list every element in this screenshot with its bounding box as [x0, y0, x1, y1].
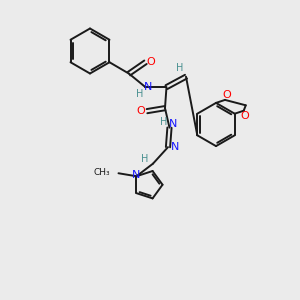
Text: H: H — [136, 89, 143, 99]
Text: N: N — [132, 170, 141, 180]
Text: H: H — [141, 154, 148, 164]
Text: N: N — [143, 82, 152, 92]
Text: O: O — [222, 89, 231, 100]
Text: H: H — [160, 117, 167, 127]
Text: O: O — [136, 106, 146, 116]
Text: O: O — [241, 111, 250, 121]
Text: N: N — [171, 142, 180, 152]
Text: N: N — [169, 119, 177, 129]
Text: CH₃: CH₃ — [94, 167, 110, 176]
Text: H: H — [176, 63, 183, 73]
Text: O: O — [146, 57, 155, 67]
